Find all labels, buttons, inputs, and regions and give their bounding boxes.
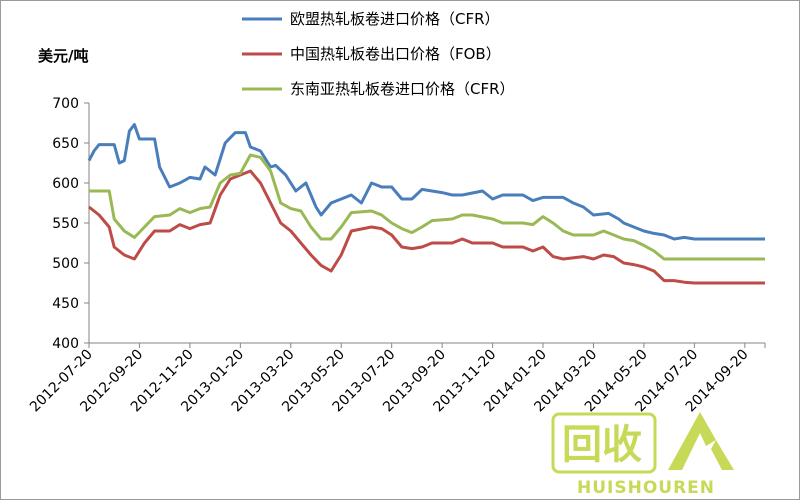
y-tick-label: 650 (52, 136, 79, 152)
y-tick-label: 700 (52, 96, 79, 112)
series-line-eu (87, 123, 765, 241)
y-tick-label: 550 (52, 216, 79, 232)
series-lines (87, 123, 765, 285)
series-line-sea (89, 153, 765, 261)
y-axis-unit-label: 美元/吨 (38, 47, 88, 65)
y-tick-label: 500 (52, 256, 79, 272)
legend-label-eu: 欧盟热轧板卷进口价格（CFR） (290, 10, 500, 28)
watermark-leaf-icon (668, 412, 716, 470)
watermark-leaf-tail (711, 440, 734, 470)
x-axis-ticks: 2012-07-202012-09-202012-11-202013-01-20… (27, 343, 766, 415)
series-line-china (88, 169, 765, 285)
y-axis-ticks: 400 450 500 550 600 650 700 (52, 96, 89, 352)
huishouren-watermark: 回收 HUISHOUREN (551, 412, 734, 498)
legend: 欧盟热轧板卷进口价格（CFR） 中国热轧板卷出口价格（FOB） 东南亚热轧板卷进… (242, 10, 515, 98)
legend-label-china: 中国热轧板卷出口价格（FOB） (290, 45, 501, 63)
y-tick-label: 600 (52, 176, 79, 192)
y-tick-label: 400 (52, 336, 79, 352)
watermark-subtext: HUISHOUREN (577, 478, 715, 498)
watermark-logo-box (551, 412, 657, 474)
legend-label-sea: 东南亚热轧板卷进口价格（CFR） (290, 80, 515, 98)
watermark-logo-text: 回收 (562, 422, 642, 468)
y-tick-label: 450 (52, 296, 79, 312)
